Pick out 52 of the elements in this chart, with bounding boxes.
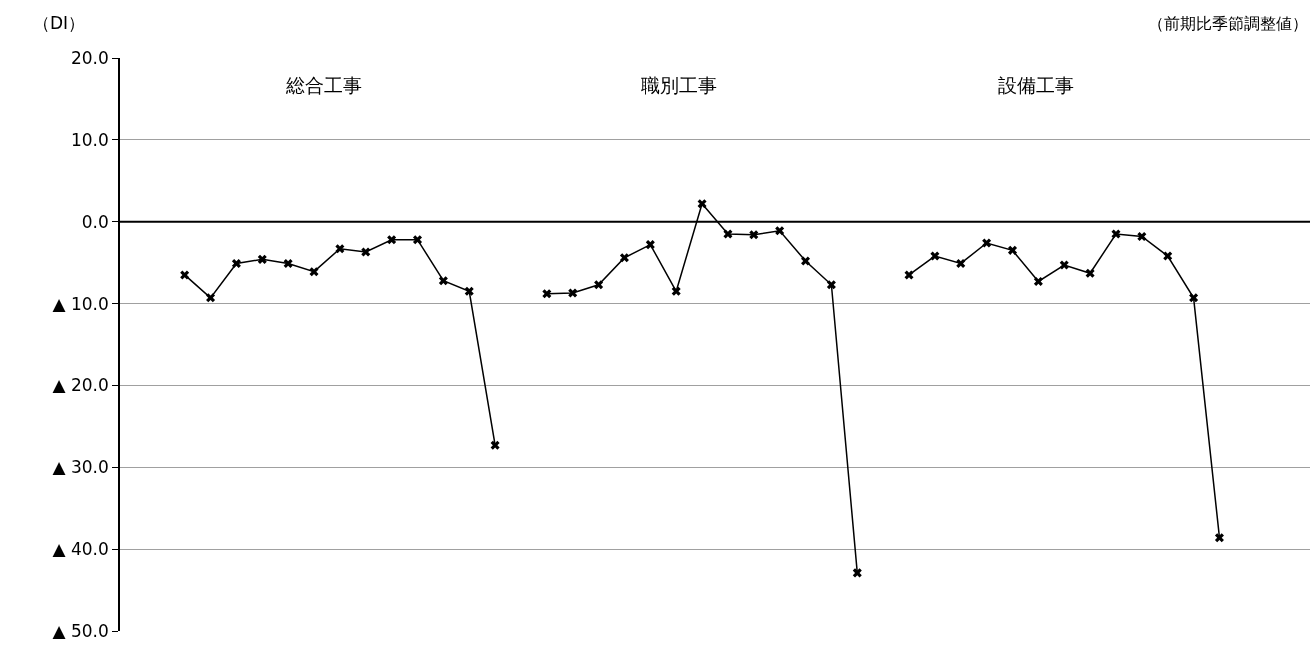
y-tick-label: ▲ 40.0 [52, 539, 109, 560]
point [568, 288, 578, 298]
point [904, 270, 914, 280]
point [982, 238, 992, 248]
point [490, 440, 500, 450]
point [180, 270, 190, 280]
point [1085, 268, 1095, 278]
point [257, 254, 267, 264]
point [412, 235, 423, 245]
point [697, 199, 707, 209]
point [594, 280, 604, 290]
y-tick-label: ▲ 50.0 [52, 620, 109, 641]
point [775, 226, 785, 236]
point [930, 251, 940, 261]
point [309, 267, 319, 277]
point [231, 258, 241, 268]
y-tick-label: 20.0 [70, 47, 109, 68]
point [956, 258, 966, 268]
y-tick-label: 10.0 [70, 129, 109, 150]
point [1214, 533, 1224, 543]
y-tick-label: 0.0 [81, 211, 109, 232]
point [1189, 293, 1199, 303]
annotation: 設備工事 [998, 74, 1074, 96]
point [1033, 276, 1043, 286]
point [542, 289, 552, 299]
point [619, 253, 629, 263]
y-tick-label: ▲ 20.0 [52, 375, 109, 396]
point [1163, 251, 1173, 261]
y-axis-title: （DI） [33, 13, 86, 33]
annotation: 総合工事 [285, 74, 362, 96]
point [464, 286, 474, 296]
y-tick-label: ▲ 30.0 [52, 457, 109, 478]
point [645, 240, 655, 250]
y-tick-label: ▲ 10.0 [52, 293, 109, 314]
point [1059, 260, 1069, 270]
point [438, 276, 448, 286]
point [723, 229, 733, 239]
point [335, 244, 345, 254]
point [361, 247, 371, 257]
point [671, 286, 681, 296]
point [826, 280, 836, 290]
point [852, 568, 862, 578]
annotation: 職別工事 [641, 74, 717, 96]
point [206, 293, 216, 303]
point [1007, 245, 1018, 255]
point [1111, 229, 1121, 239]
point [387, 235, 397, 245]
point [801, 256, 811, 266]
point [749, 230, 759, 240]
text: （前期比季節調整値） [1148, 14, 1308, 33]
point [1137, 231, 1147, 241]
point [283, 258, 293, 268]
